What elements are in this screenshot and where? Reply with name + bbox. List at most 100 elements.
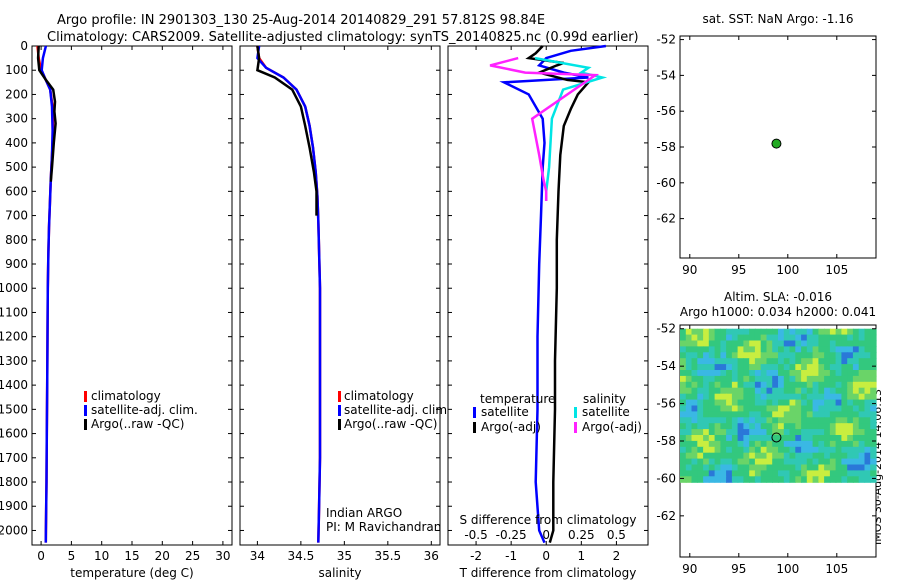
sla-cell [743, 381, 750, 389]
sst_map-ytick-label: -58 [656, 140, 676, 154]
sla-cell [870, 334, 877, 342]
sla-cell [691, 340, 698, 347]
sla-cell [726, 476, 733, 483]
sla-cell [806, 452, 814, 460]
sla-cell [772, 440, 779, 448]
temperature-panel: 0100200300400500600700800900100011001200… [0, 39, 233, 580]
sla-cell [864, 370, 871, 377]
sla_map-ytick-label: -52 [656, 322, 676, 336]
sla-cell [749, 340, 756, 347]
top-axis-label: S difference from climatology [460, 513, 637, 527]
sla-cell [720, 375, 727, 383]
sla-cell [783, 358, 791, 365]
sla-cell [806, 352, 814, 359]
ytick-label: 1700 [0, 451, 28, 465]
sla-cell [806, 387, 814, 395]
sla-cell [812, 429, 819, 436]
sla-cell [829, 440, 837, 448]
sla-cell [720, 446, 727, 454]
sla-cell [766, 387, 773, 395]
sla-cell [772, 352, 779, 359]
sla-cell [737, 446, 744, 454]
sla-cell [841, 435, 848, 442]
sla-cell [754, 446, 762, 454]
sla-cell [766, 446, 773, 454]
sla-cell [852, 458, 860, 466]
sla-cell [760, 417, 768, 424]
sla-cell [749, 452, 756, 460]
sla-cell [841, 464, 848, 471]
sla-cell [778, 364, 785, 371]
sla-cell [697, 405, 704, 412]
sla-cell [824, 358, 831, 365]
sla-cell [691, 381, 698, 389]
sla-cell [858, 411, 866, 418]
sla-cell [835, 381, 842, 389]
sst_map-ytick-label: -60 [656, 176, 676, 190]
sla-cell [778, 464, 785, 471]
sla-cell [708, 429, 716, 436]
sla-cell [691, 417, 698, 424]
sla-cell [858, 435, 866, 442]
sla-cell [691, 435, 698, 442]
sla-cell [812, 375, 819, 383]
sla-cell [726, 464, 733, 471]
sla-cell [691, 476, 698, 483]
sla-cell [818, 346, 825, 353]
sla-cell [847, 375, 854, 383]
sla-cell [835, 346, 842, 353]
sla-cell [731, 334, 739, 342]
sla-cell [743, 470, 750, 477]
sla-cell [824, 328, 831, 336]
sla-cell [685, 352, 693, 359]
sla-cell [697, 340, 704, 347]
sla-cell [766, 470, 773, 477]
sla-cell [772, 387, 779, 395]
sla-cell [726, 411, 733, 418]
sla-cell [847, 387, 854, 395]
sla-cell [795, 381, 802, 389]
sla-cell [749, 352, 756, 359]
sla-cell [789, 405, 796, 412]
sla-cell [847, 440, 854, 448]
sla-cell [847, 399, 854, 407]
sla-cell [870, 346, 877, 353]
sla-cell [835, 435, 842, 442]
sla-cell [852, 470, 860, 477]
legend-entry: Argo(..raw -QC) [344, 417, 437, 431]
sla-cell [772, 381, 779, 389]
sla-cell [737, 429, 744, 436]
sla-cell [743, 440, 750, 448]
sla-cell [801, 328, 808, 336]
sla-cell [703, 393, 710, 401]
sla-cell [754, 417, 762, 424]
sla-cell [789, 334, 796, 342]
sla-cell [691, 423, 698, 430]
sla-cell [795, 334, 802, 342]
ytick-label: 1600 [0, 427, 28, 441]
sla-cell [743, 364, 750, 371]
temperature-xtick-label: 25 [185, 549, 200, 563]
sla-cell [731, 452, 739, 460]
sla-cell [708, 328, 716, 336]
sla-cell [829, 476, 837, 483]
sla-cell [737, 476, 744, 483]
sla-cell [824, 370, 831, 377]
sla-cell [835, 340, 842, 347]
sla-cell [720, 328, 727, 336]
sla-cell [731, 381, 739, 389]
sla-cell [680, 340, 687, 347]
sla-cell [737, 328, 744, 336]
sla-cell [760, 464, 768, 471]
ytick-label: 300 [5, 112, 28, 126]
sla-cell [864, 435, 871, 442]
sla-cell [685, 446, 693, 454]
sla-cell [714, 476, 721, 483]
legend-swatch [473, 407, 476, 418]
sla-cell [685, 405, 693, 412]
sla-cell [847, 423, 854, 430]
sla-cell [737, 417, 744, 424]
sla-cell [737, 381, 744, 389]
sla-cell [703, 399, 710, 407]
sla-cell [772, 358, 779, 365]
